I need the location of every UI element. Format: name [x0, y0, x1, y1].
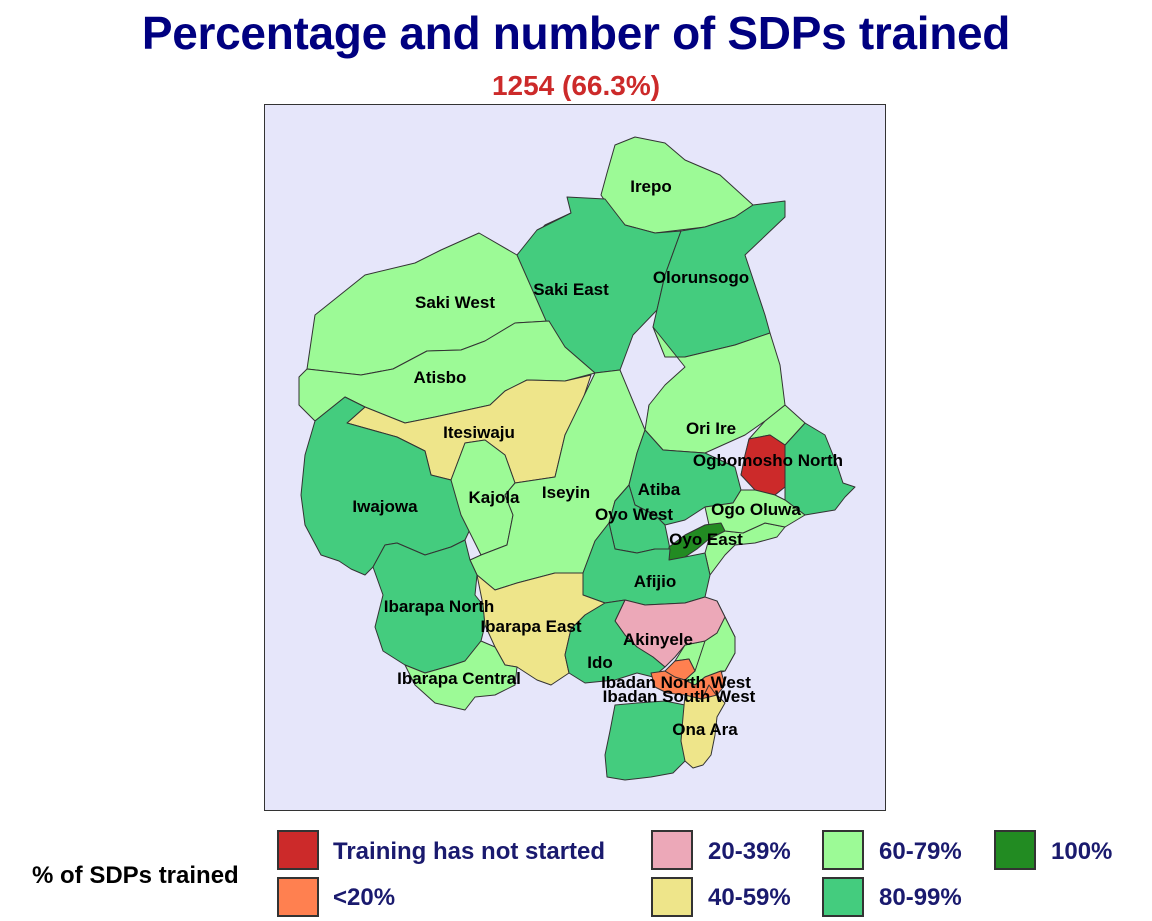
legend-swatch-lt20 [277, 877, 319, 917]
lga-label-ibarapa-east: Ibarapa East [480, 617, 581, 636]
legend-title: % of SDPs trained [32, 862, 239, 889]
lga-region-ori-ire [644, 326, 786, 454]
lga-region-saki-east [516, 196, 682, 374]
lga-region-ona-ara [680, 694, 726, 769]
legend-label-p80-99: 80-99% [879, 884, 962, 911]
lga-region-unlabelled [604, 700, 686, 781]
oyo-state-map: Irepo Saki West Saki East Olorunsogo Atisbo I… [298, 136, 856, 781]
legend-label-p20-39: 20-39% [708, 838, 791, 865]
lga-label-kajola: Kajola [468, 488, 520, 507]
lga-label-ido: Ido [587, 653, 613, 672]
lga-label-atisbo: Atisbo [414, 368, 467, 387]
lga-label-saki-west: Saki West [415, 293, 495, 312]
legend-swatch-p60-79 [822, 830, 864, 870]
lga-region-ibarapa-central [404, 640, 518, 711]
lga-label-iwajowa: Iwajowa [352, 497, 418, 516]
labels-layer: Irepo Saki West Saki East Olorunsogo Atisbo I… [352, 177, 843, 739]
lga-label-afijio: Afijio [634, 572, 677, 591]
lga-label-ibarapa-central: Ibarapa Central [397, 669, 521, 688]
lga-label-ogbomosho-north: Ogbomosho North [693, 451, 843, 470]
legend-label-not-started: Training has not started [333, 838, 606, 865]
lga-label-saki-east: Saki East [533, 280, 609, 299]
lga-label-ona-ara: Ona Ara [672, 720, 738, 739]
lga-label-oyo-east: Oyo East [669, 530, 743, 549]
legend-swatch-p20-39 [651, 830, 693, 870]
lga-region-unlabelled [784, 422, 856, 516]
lga-region-ido [564, 599, 666, 684]
lga-label-ibadan-north-west: Ibadan North West [601, 673, 751, 692]
lga-label-iseyin: Iseyin [542, 483, 590, 502]
lga-label-itesiwaju: Itesiwaju [443, 423, 515, 442]
lga-label-ori-ire: Ori Ire [686, 419, 736, 438]
legend-label-p40-59: 40-59% [708, 884, 791, 911]
lga-label-ogo-oluwa: Ogo Oluwa [711, 500, 801, 519]
legend-swatch-p40-59 [651, 877, 693, 917]
map-title: Percentage and number of SDPs trained [141, 7, 1011, 59]
lga-label-olorunsogo: Olorunsogo [653, 268, 749, 287]
legend-label-p60-79: 60-79% [879, 838, 962, 865]
map-panel: Irepo Saki West Saki East Olorunsogo Atisbo I… [264, 104, 886, 811]
legend-swatch-p80-99 [822, 877, 864, 917]
legend-label-p100: 100% [1051, 838, 1113, 865]
map-subtitle: 1254 (66.3%) [491, 70, 661, 101]
lga-label-oyo-west: Oyo West [595, 505, 673, 524]
lga-label-irepo: Irepo [630, 177, 672, 196]
legend-swatch-not-started [277, 830, 319, 870]
lga-label-atiba: Atiba [638, 480, 681, 499]
legend-swatch-p100 [994, 830, 1036, 870]
regions-layer [298, 136, 856, 781]
lga-label-akinyele: Akinyele [623, 630, 693, 649]
lga-label-ibadan-south-west: Ibadan South West [603, 687, 756, 706]
lga-label-ibarapa-north: Ibarapa North [384, 597, 495, 616]
legend-label-lt20: <20% [333, 884, 396, 911]
